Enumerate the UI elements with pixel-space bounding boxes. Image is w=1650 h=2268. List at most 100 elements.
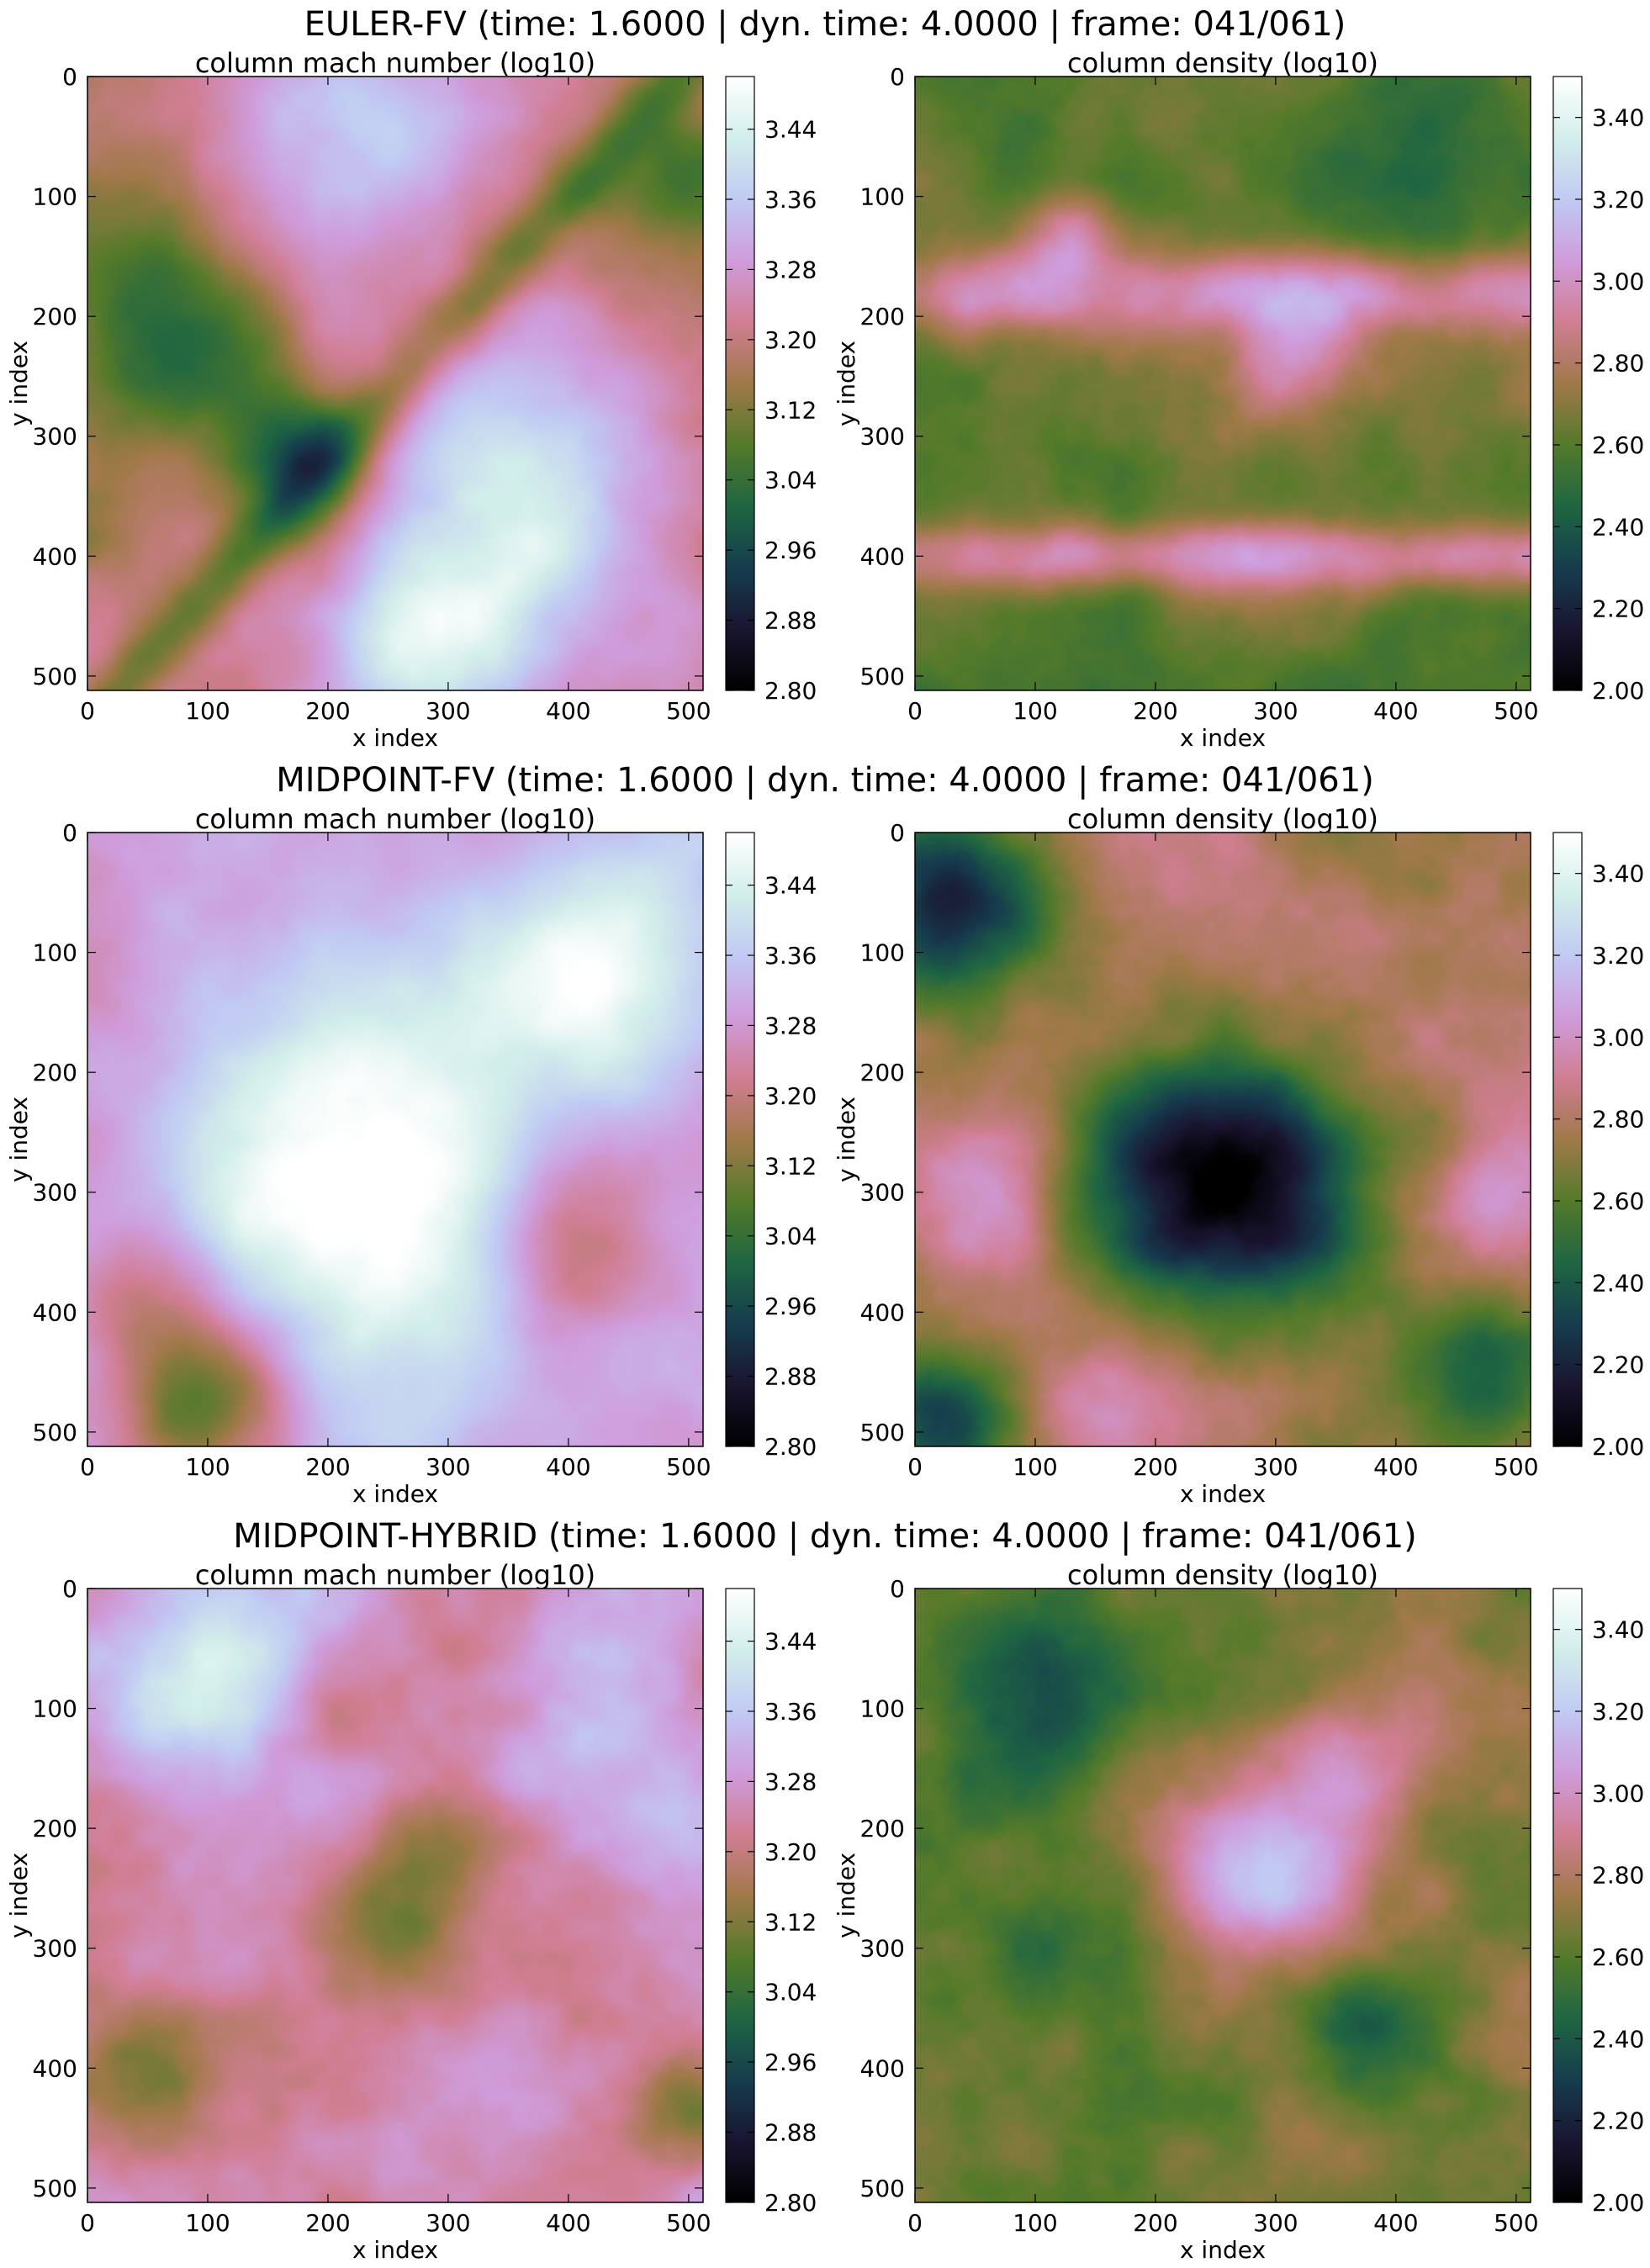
y-tick-label: 100	[860, 183, 905, 211]
colorbar-tick-label: 3.36	[764, 942, 817, 970]
colorbar-tick-label: 3.20	[1592, 942, 1644, 970]
colorbar-tick-label: 3.20	[1592, 1698, 1644, 1726]
panel-title: column mach number (log10)	[195, 1559, 595, 1591]
colorbar	[1552, 1588, 1583, 2203]
y-tick-label: 300	[33, 423, 77, 451]
x-axis-label: x index	[1180, 2236, 1266, 2264]
y-tick-label: 200	[33, 1815, 77, 1842]
panel-title: column density (log10)	[1067, 47, 1378, 79]
x-tick-label: 400	[1373, 697, 1418, 725]
heatmap-image	[87, 1589, 703, 2202]
y-tick-label: 500	[33, 2175, 77, 2202]
colorbar-tick-label: 2.80	[764, 2189, 817, 2217]
x-tick-label: 0	[907, 1453, 923, 1481]
x-tick-label: 500	[1494, 2209, 1538, 2237]
x-tick-label: 200	[1133, 1453, 1177, 1481]
colorbar-tick-label: 3.20	[764, 326, 817, 354]
colorbar-tick-label: 3.04	[764, 1223, 817, 1250]
y-tick-label: 500	[860, 663, 905, 690]
x-tick-label: 0	[907, 2209, 923, 2237]
y-tick-label: 100	[860, 1695, 905, 1723]
colorbar-tick-label: 3.44	[764, 872, 817, 900]
x-tick-label: 100	[1013, 1453, 1057, 1481]
x-tick-label: 500	[666, 1453, 711, 1481]
y-axis-label: y index	[833, 1853, 860, 1938]
x-tick-label: 200	[305, 697, 350, 725]
colorbar-tick-label: 3.12	[764, 396, 817, 424]
x-tick-label: 0	[80, 697, 95, 725]
y-axis-label: y index	[833, 1097, 860, 1182]
panel-title: column mach number (log10)	[195, 47, 595, 79]
colorbar-tick-label: 3.28	[764, 1012, 817, 1039]
colorbar-tick-label: 3.36	[764, 1698, 817, 1726]
colorbar-tick-label: 2.00	[1592, 1433, 1644, 1461]
x-tick-label: 0	[80, 2209, 95, 2237]
colorbar-tick-label: 2.20	[1592, 595, 1644, 623]
y-tick-label: 0	[62, 819, 77, 847]
y-tick-label: 0	[890, 63, 905, 91]
y-tick-label: 400	[33, 2054, 77, 2082]
heatmap-image	[87, 77, 703, 690]
panel-title: column density (log10)	[1067, 803, 1378, 835]
axes-frame	[87, 76, 704, 691]
x-axis-label: x index	[352, 724, 438, 752]
y-tick-label: 400	[860, 1298, 905, 1326]
colorbar	[725, 1588, 755, 2203]
x-tick-label: 0	[80, 1453, 95, 1481]
heatmap-image	[87, 833, 703, 1446]
y-tick-label: 300	[860, 423, 905, 451]
x-axis-label: x index	[352, 1480, 438, 1508]
y-tick-label: 500	[33, 663, 77, 690]
colorbar-tick-label: 2.80	[764, 677, 817, 705]
colorbar-tick-label: 3.40	[1592, 860, 1644, 888]
x-tick-label: 400	[1373, 1453, 1418, 1481]
y-tick-label: 200	[33, 1059, 77, 1086]
colorbar-tick-label: 3.36	[764, 186, 817, 214]
colorbar-tick-label: 3.04	[764, 467, 817, 494]
y-axis-label: y index	[5, 1853, 33, 1938]
colorbar	[1552, 832, 1583, 1447]
colorbar-tick-label: 2.96	[764, 537, 817, 564]
colorbar-tick-label: 3.44	[764, 116, 817, 144]
x-tick-label: 100	[185, 697, 230, 725]
y-tick-label: 500	[860, 2175, 905, 2202]
colorbar-tick-label: 2.40	[1592, 513, 1644, 541]
axes-frame	[87, 832, 704, 1447]
colorbar-tick-label: 3.20	[1592, 186, 1644, 214]
x-tick-label: 400	[1373, 2209, 1418, 2237]
y-tick-label: 300	[860, 1935, 905, 1963]
colorbar-tick-label: 2.96	[764, 1293, 817, 1320]
colorbar-tick-label: 3.00	[1592, 267, 1644, 295]
x-tick-label: 300	[426, 697, 470, 725]
y-tick-label: 0	[890, 1575, 905, 1603]
y-axis-label: y index	[5, 1097, 33, 1182]
colorbar-tick-label: 3.00	[1592, 1023, 1644, 1051]
colorbar-tick-label: 3.28	[764, 1768, 817, 1795]
x-tick-label: 500	[1494, 697, 1538, 725]
colorbar-tick-label: 2.60	[1592, 1943, 1644, 1971]
row-title: MIDPOINT-HYBRID (time: 1.6000 | dyn. tim…	[233, 1517, 1417, 1556]
heatmap-image	[915, 833, 1531, 1446]
x-tick-label: 0	[907, 697, 923, 725]
y-tick-label: 200	[860, 1059, 905, 1086]
heatmap-image	[915, 1589, 1531, 2202]
colorbar-tick-label: 3.40	[1592, 1616, 1644, 1644]
x-tick-label: 500	[1494, 1453, 1538, 1481]
colorbar-tick-label: 3.20	[764, 1082, 817, 1110]
colorbar-tick-label: 3.40	[1592, 104, 1644, 132]
y-tick-label: 100	[33, 939, 77, 967]
x-axis-label: x index	[1180, 1480, 1266, 1508]
x-tick-label: 100	[185, 2209, 230, 2237]
y-tick-label: 500	[860, 1419, 905, 1446]
colorbar-tick-label: 2.60	[1592, 431, 1644, 459]
colorbar-tick-label: 2.96	[764, 2049, 817, 2076]
y-tick-label: 0	[62, 63, 77, 91]
colorbar-tick-label: 2.40	[1592, 1269, 1644, 1297]
x-tick-label: 100	[1013, 697, 1057, 725]
y-tick-label: 0	[890, 819, 905, 847]
panel-title: column density (log10)	[1067, 1559, 1378, 1591]
y-tick-label: 100	[33, 183, 77, 211]
x-tick-label: 100	[1013, 2209, 1057, 2237]
colorbar	[1552, 76, 1583, 691]
x-tick-label: 300	[1253, 2209, 1298, 2237]
